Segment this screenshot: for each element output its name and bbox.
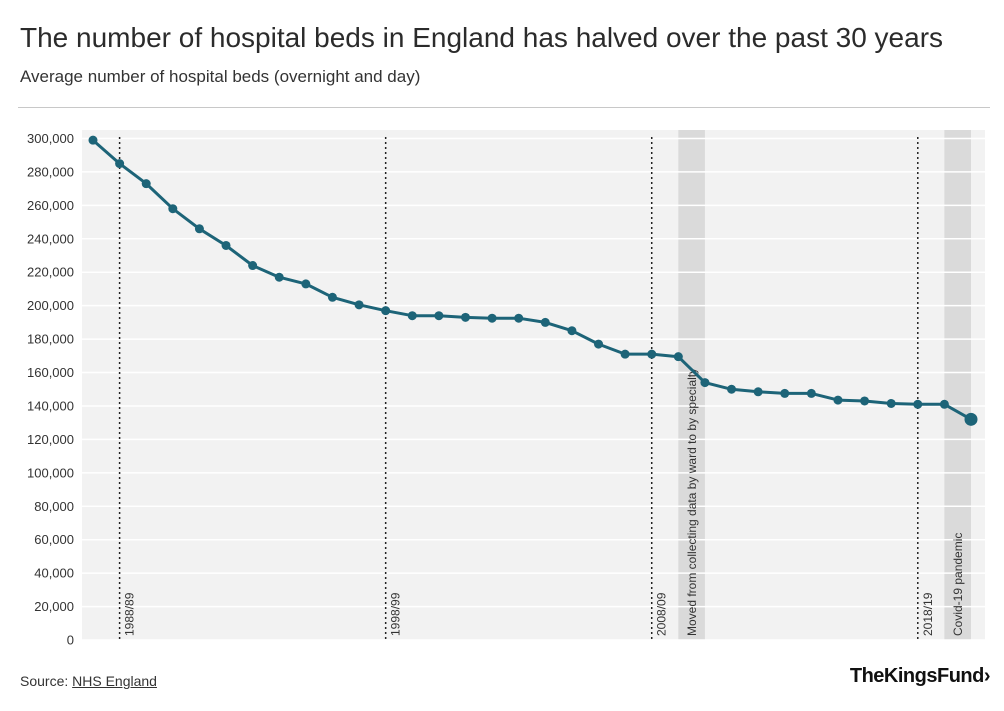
data-point — [620, 349, 630, 359]
y-tick-label: 40,000 — [34, 566, 74, 581]
data-point — [115, 159, 125, 169]
kings-fund-logo: TheKingsFund› — [849, 665, 991, 687]
y-tick-label: 280,000 — [27, 164, 74, 179]
data-point — [964, 412, 978, 426]
y-tick-label: 260,000 — [27, 198, 74, 213]
source-link[interactable]: NHS England — [72, 673, 157, 689]
y-tick-label: 300,000 — [27, 131, 74, 146]
data-point — [860, 396, 870, 406]
line-chart: 0 20,000 40,000 60,000 80,000 100,000 120,000 1… — [27, 130, 985, 648]
shaded-band-0 — [678, 130, 705, 640]
vertical-marker-label: 1998/99 — [389, 592, 403, 636]
data-point — [407, 311, 417, 321]
data-point — [806, 388, 816, 398]
data-point — [460, 312, 470, 322]
y-tick-label: 180,000 — [27, 332, 74, 347]
data-point — [168, 204, 178, 214]
data-point — [700, 378, 710, 388]
data-point — [780, 388, 790, 398]
y-tick-label: 80,000 — [34, 499, 74, 514]
shaded-band-1 — [944, 130, 971, 640]
data-point — [434, 311, 444, 321]
data-point — [221, 240, 231, 250]
y-tick-label: 60,000 — [34, 532, 74, 547]
vertical-marker-label: 1988/89 — [123, 592, 137, 636]
y-tick-label: 20,000 — [34, 599, 74, 614]
y-tick-label: 100,000 — [27, 465, 74, 480]
vertical-marker-label: 2008/09 — [655, 592, 669, 636]
band-label: Covid-19 pandemic — [951, 533, 965, 636]
data-point — [354, 300, 364, 310]
data-point — [248, 261, 258, 271]
data-point — [540, 317, 550, 327]
data-point — [594, 339, 604, 349]
data-point — [141, 179, 151, 189]
data-point — [833, 395, 843, 405]
y-tick-label: 220,000 — [27, 265, 74, 280]
data-point — [913, 399, 923, 409]
data-point — [886, 398, 896, 408]
data-point — [753, 387, 763, 397]
data-point — [647, 349, 657, 359]
source-label: Source: — [20, 673, 69, 689]
data-point — [939, 399, 949, 409]
y-tick-label: 0 — [67, 633, 74, 648]
data-point — [194, 224, 204, 234]
data-point — [327, 292, 337, 302]
series-line — [92, 139, 972, 421]
data-point — [381, 306, 391, 316]
data-point — [274, 272, 284, 282]
data-point — [514, 313, 524, 323]
vertical-marker-label: 2018/19 — [921, 592, 935, 636]
plot-background — [82, 130, 985, 640]
data-point — [673, 352, 683, 362]
y-tick-label: 140,000 — [27, 398, 74, 413]
y-tick-label: 160,000 — [27, 365, 74, 380]
data-point — [88, 135, 98, 145]
chart-subtitle: Average number of hospital beds (overnig… — [20, 67, 421, 86]
source-note: Source: NHS England — [20, 673, 157, 689]
y-tick-label: 240,000 — [27, 231, 74, 246]
data-point — [727, 384, 737, 394]
title-divider — [18, 107, 990, 108]
y-tick-label: 120,000 — [27, 432, 74, 447]
data-point — [567, 326, 577, 336]
y-tick-label: 200,000 — [27, 298, 74, 313]
chart-title: The number of hospital beds in England h… — [20, 22, 944, 53]
data-point — [487, 313, 497, 323]
band-label: Moved from collecting data by ward to by… — [685, 368, 699, 636]
data-point — [301, 279, 311, 289]
